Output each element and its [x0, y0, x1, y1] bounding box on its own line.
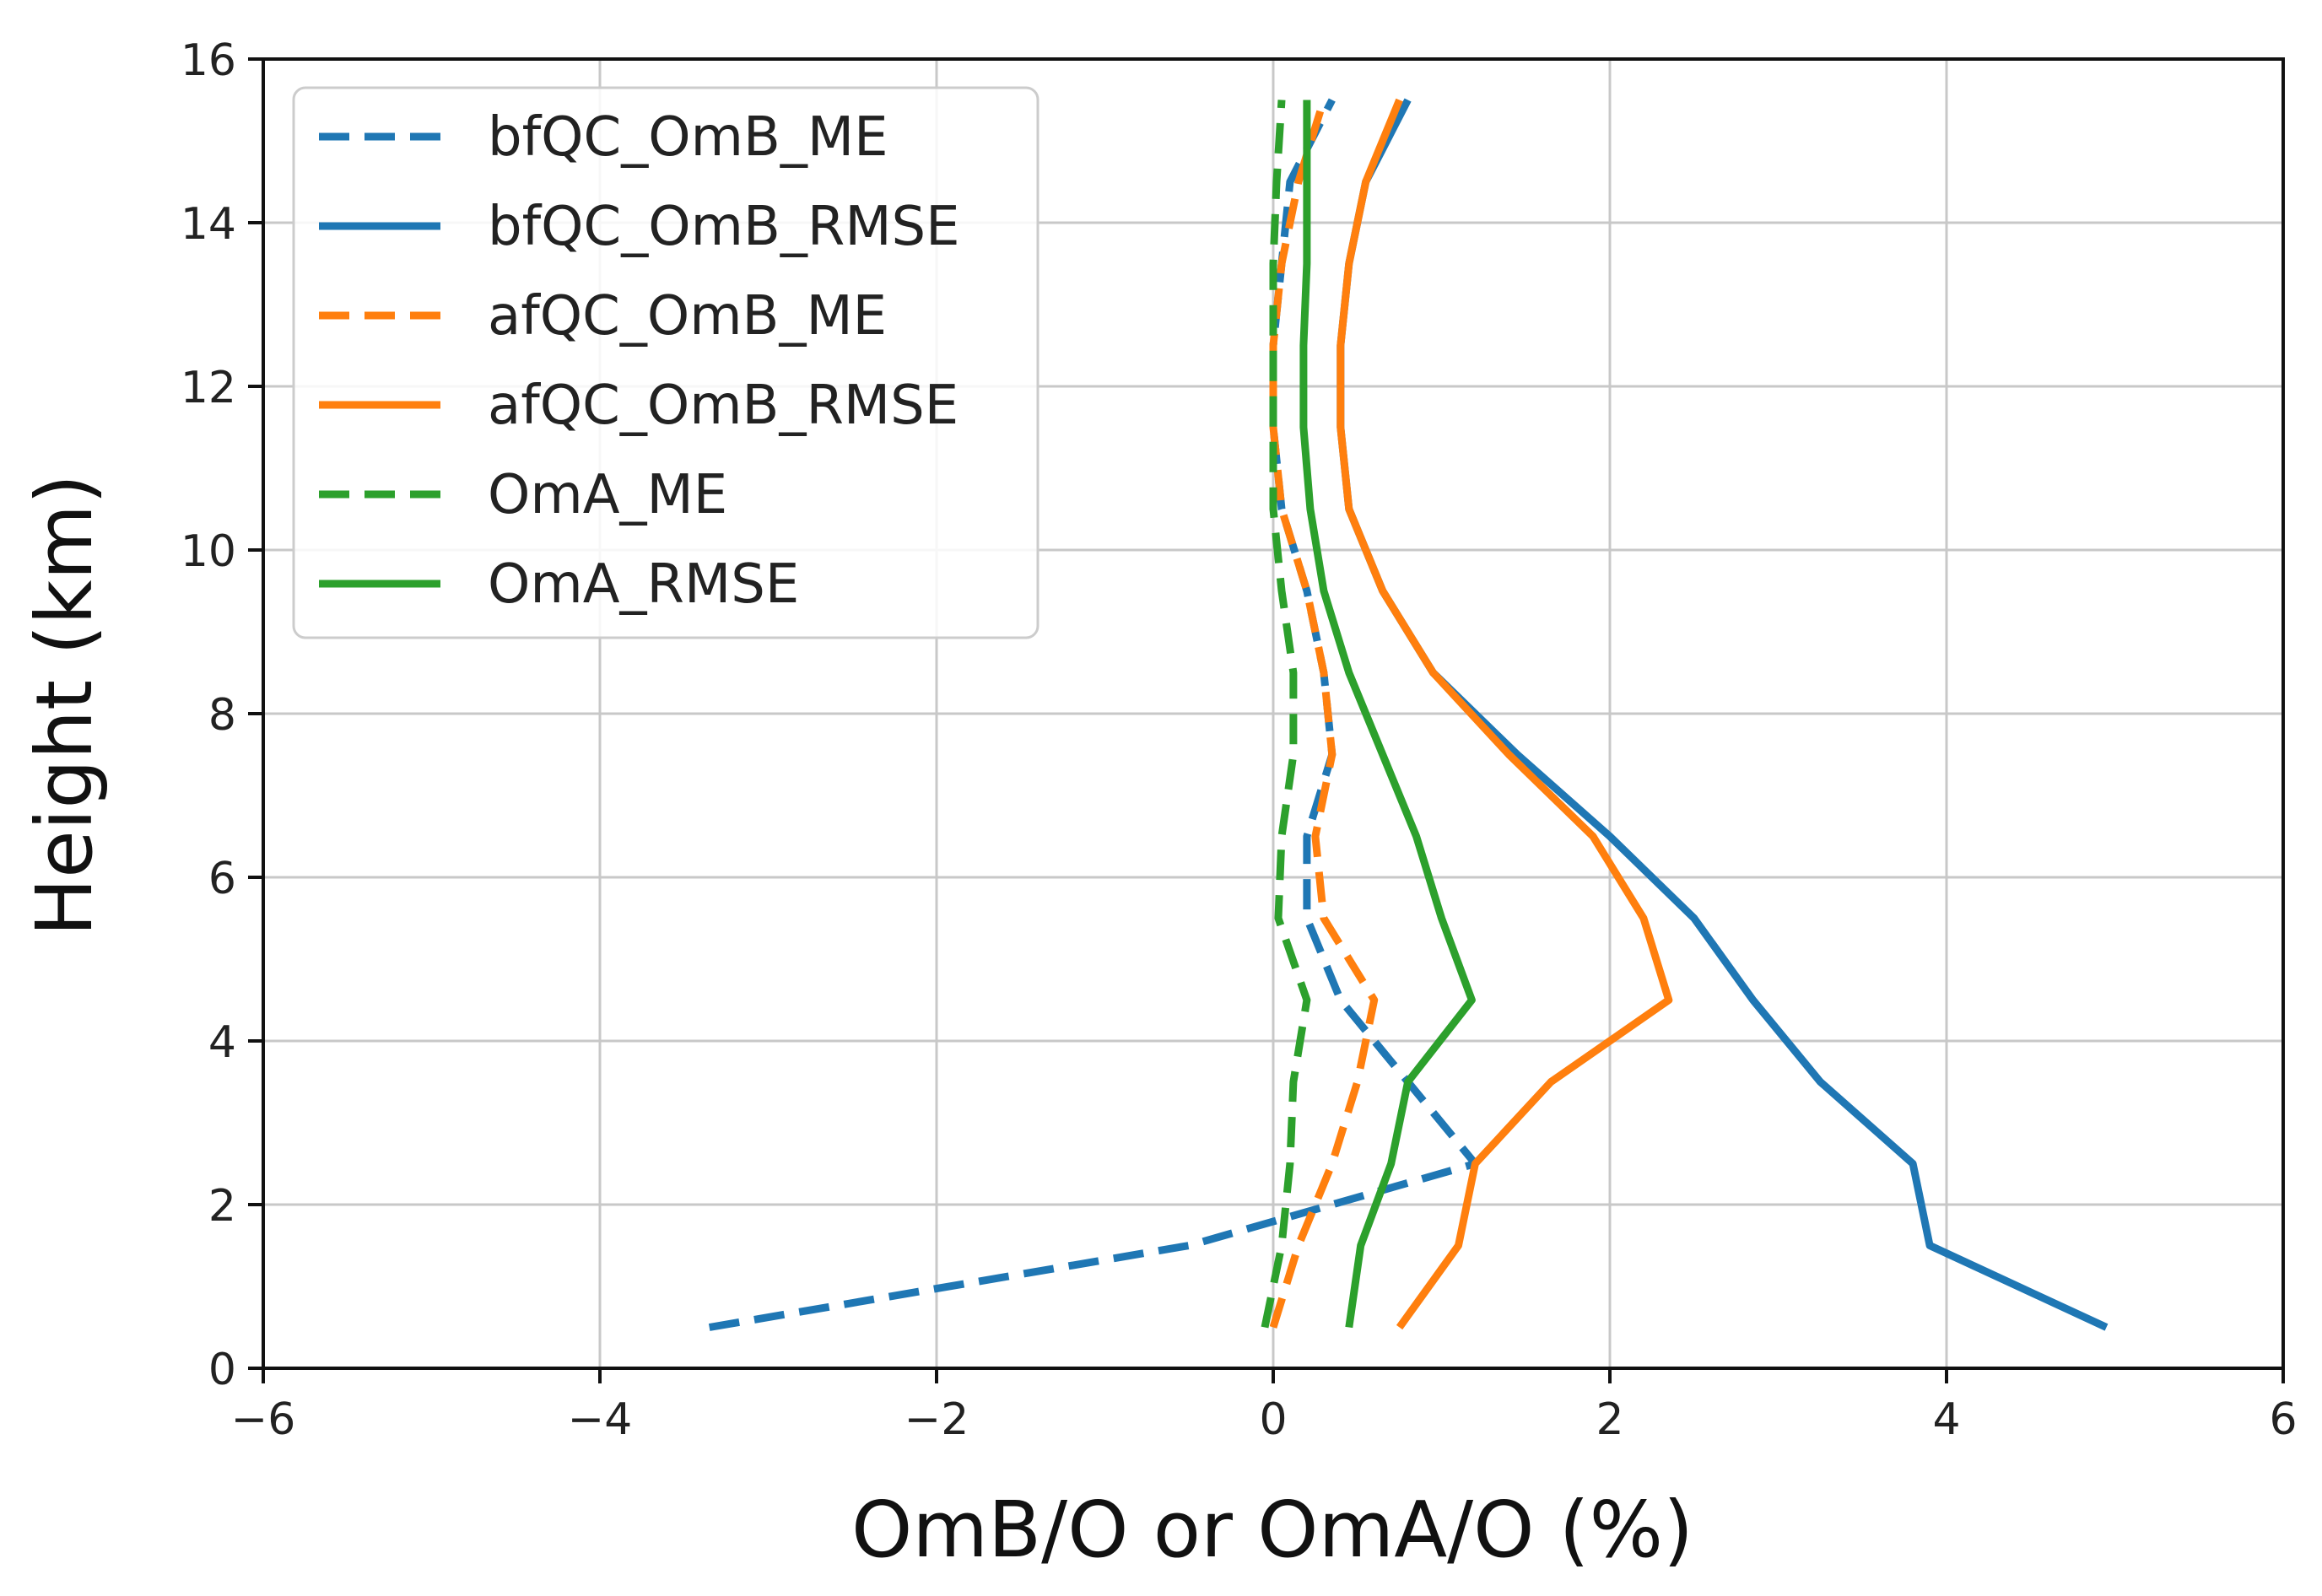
y-tick-label: 6	[208, 854, 236, 904]
y-tick-labels: 0 2 4 6 8 10 12 14 16	[181, 35, 236, 1395]
y-tick-label: 0	[208, 1345, 236, 1395]
x-tick-label: 4	[1932, 1394, 1960, 1445]
x-tick-label: −2	[904, 1394, 969, 1445]
series-line-afqc-omb-me	[1269, 99, 1379, 1329]
x-tick-labels: −6 −4 −2 0 2 4 6	[231, 1394, 2298, 1445]
series-layer	[708, 98, 2109, 1331]
y-tick-label: 16	[181, 35, 236, 86]
x-tick-label: −4	[568, 1394, 633, 1445]
series-line-afqc-omb-rmse	[1336, 98, 1673, 1330]
y-tick-label: 8	[208, 690, 236, 741]
y-tick-label: 14	[181, 199, 236, 250]
x-tick-label: 6	[2269, 1394, 2297, 1445]
ticks	[248, 57, 2285, 1383]
legend-box	[292, 86, 1040, 639]
legend-items: bfQC_OmB_ME bfQC_OmB_RMSE afQC_OmB_ME afQC_…	[319, 106, 960, 616]
y-tick-label: 10	[181, 526, 236, 577]
x-tick-label: −6	[231, 1394, 296, 1445]
x-tick-label: 0	[1259, 1394, 1287, 1445]
series-line-oma-me	[1261, 100, 1311, 1329]
legend: bfQC_OmB_ME bfQC_OmB_RMSE afQC_OmB_ME afQC_…	[292, 86, 1040, 639]
legend-label: afQC_OmB_ME	[488, 285, 887, 348]
y-axis-title: Height (km)	[19, 474, 110, 936]
legend-label: OmA_ME	[488, 464, 727, 526]
y-tick-label: 2	[208, 1181, 236, 1232]
legend-label: OmA_RMSE	[488, 553, 799, 616]
y-tick-label: 4	[208, 1017, 236, 1068]
legend-label: afQC_OmB_RMSE	[488, 375, 958, 437]
series-line-oma-rmse	[1299, 100, 1476, 1329]
y-tick-label: 12	[181, 363, 236, 413]
x-axis-title: OmB/O or OmA/O (%)	[851, 1485, 1693, 1575]
legend-label: bfQC_OmB_RMSE	[488, 196, 960, 258]
legend-label: bfQC_OmB_ME	[488, 106, 888, 169]
x-tick-label: 2	[1596, 1394, 1623, 1445]
